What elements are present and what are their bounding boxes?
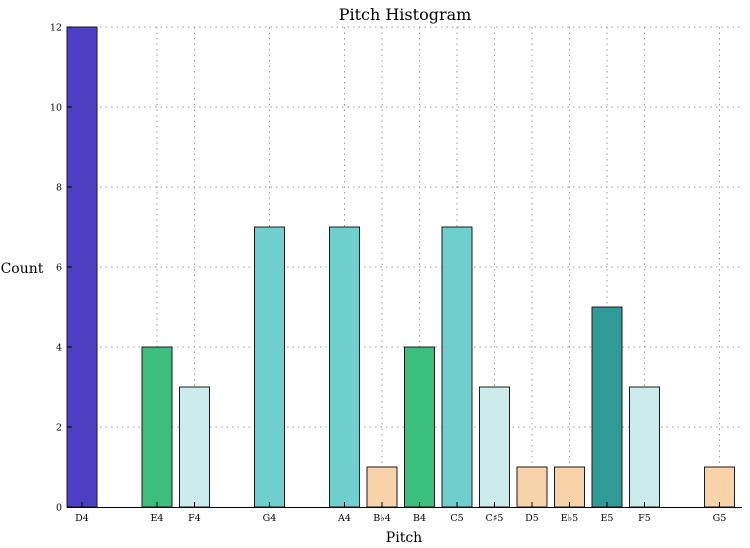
bar-11	[591, 306, 623, 508]
bar-1	[141, 346, 173, 508]
x-tick-label: C♯5	[486, 513, 504, 524]
x-tick-label: B♭4	[373, 513, 391, 524]
x-tick-label: E4	[151, 513, 164, 524]
bar-3	[254, 226, 285, 508]
bar-6	[404, 346, 435, 508]
bar-2	[179, 386, 210, 508]
axes	[67, 26, 742, 508]
chart-title: Pitch Histogram	[339, 5, 472, 24]
bar-5	[366, 466, 398, 508]
x-tick-label: E♭5	[561, 513, 578, 524]
x-tick-label: D5	[525, 513, 539, 524]
bar-9	[516, 466, 548, 508]
y-tick-label: 2	[56, 423, 62, 434]
x-tick-label: F5	[638, 513, 651, 524]
y-tick-label: 0	[56, 503, 62, 514]
x-tick-label: B4	[413, 513, 426, 524]
x-tick-labels: D4 E4 F4 G4 A4 B♭4 B4 C5 C♯5 D5 E♭5 E5 F5 G5	[75, 513, 726, 524]
bar-10	[554, 466, 585, 508]
y-tick-label: 10	[50, 103, 62, 114]
x-tick-label: A4	[337, 513, 351, 524]
bar-13	[704, 466, 735, 508]
y-axis-label: Count	[1, 261, 44, 277]
x-tick-label: C5	[450, 513, 463, 524]
bar-4	[329, 226, 360, 508]
y-tick-label: 4	[56, 343, 62, 354]
x-tick-label: F4	[188, 513, 201, 524]
x-tick-label: G4	[263, 513, 277, 524]
bar-12	[629, 386, 660, 508]
x-tick-label: G5	[713, 513, 727, 524]
x-tick-label: D4	[75, 513, 89, 524]
x-axis-label: Pitch	[386, 530, 422, 546]
y-tick-label: 6	[56, 263, 62, 274]
y-tick-label: 12	[50, 23, 62, 34]
bar-8	[479, 386, 510, 508]
x-tick-label: E5	[601, 513, 614, 524]
y-tick-label: 8	[56, 183, 62, 194]
bars	[66, 26, 735, 508]
bar-7	[441, 226, 473, 508]
y-tick-labels: 0 2 4 6 8 10 12	[50, 23, 62, 514]
